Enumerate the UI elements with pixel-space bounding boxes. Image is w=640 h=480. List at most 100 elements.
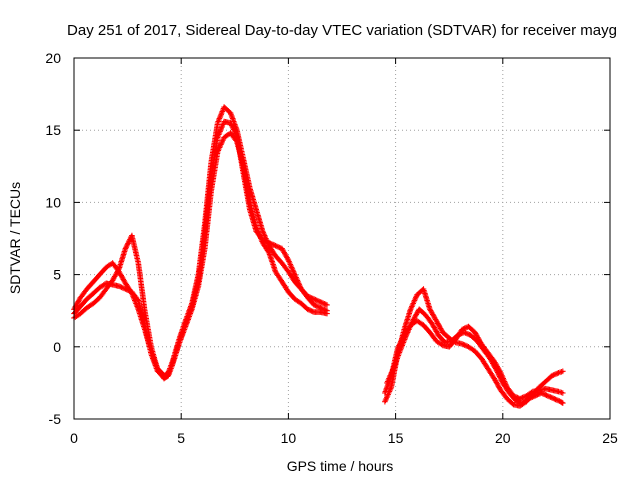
data-point: [223, 136, 225, 139]
data-point: [144, 324, 146, 326]
data-point: [229, 122, 232, 124]
data-point: [118, 268, 120, 270]
data-point: [499, 389, 502, 391]
data-point: [525, 395, 528, 397]
x-tick-label: 25: [602, 430, 618, 446]
data-point: [474, 331, 476, 334]
data-point: [461, 343, 463, 345]
data-point: [384, 392, 386, 394]
y-tick-label: -5: [49, 411, 62, 427]
data-point: [131, 234, 133, 237]
data-point: [223, 106, 225, 108]
data-point: [469, 334, 472, 337]
data-point: [111, 262, 114, 264]
data-point: [544, 387, 547, 390]
y-tick-label: 10: [45, 194, 61, 210]
data-point: [171, 361, 174, 364]
data-point: [480, 357, 483, 360]
data-point: [521, 402, 523, 404]
data-point: [562, 370, 564, 373]
data-point: [544, 380, 547, 383]
data-point: [319, 301, 322, 303]
data-point: [319, 311, 322, 313]
data-point: [467, 325, 470, 328]
data-point: [437, 334, 440, 337]
data-point: [255, 230, 257, 233]
data-point: [412, 320, 414, 322]
data-point: [442, 331, 444, 334]
data-point: [538, 389, 540, 391]
data-point: [409, 308, 412, 311]
data-point: [79, 296, 82, 299]
data-point: [422, 288, 425, 290]
data-point: [313, 298, 315, 300]
data-point: [444, 341, 446, 344]
data-point: [416, 294, 418, 296]
series-track-c: [71, 118, 330, 380]
data-point: [191, 305, 193, 308]
data-point: [300, 288, 303, 290]
data-point: [540, 392, 543, 394]
data-point: [163, 376, 165, 378]
data-point: [261, 230, 264, 233]
data-point: [431, 322, 433, 325]
data-point: [399, 350, 401, 352]
data-point: [281, 281, 283, 283]
data-point: [553, 398, 556, 400]
data-point: [487, 367, 489, 370]
data-point: [392, 367, 395, 370]
x-tick-label: 15: [388, 430, 404, 446]
y-tick-label: 0: [53, 339, 61, 355]
data-point: [442, 344, 444, 347]
data-point: [326, 304, 328, 306]
data-point: [167, 373, 170, 376]
data-point: [236, 135, 238, 137]
data-point: [98, 296, 101, 299]
data-point: [124, 288, 127, 290]
data-point: [534, 395, 536, 397]
data-point: [79, 305, 82, 308]
data-point: [249, 208, 251, 211]
data-point: [261, 239, 264, 241]
data-point: [281, 262, 283, 264]
data-point: [461, 328, 463, 331]
data-point: [463, 331, 466, 334]
data-point: [562, 402, 564, 404]
series-track-f: [384, 306, 566, 406]
data-point: [197, 279, 200, 282]
data-point: [551, 374, 553, 377]
data-point: [98, 286, 101, 289]
data-point: [111, 279, 114, 282]
data-point: [287, 270, 290, 273]
data-point: [396, 347, 399, 350]
data-point: [137, 299, 140, 302]
data-point: [519, 405, 521, 407]
data-point: [493, 377, 496, 380]
data-point: [467, 346, 470, 348]
data-point: [137, 262, 140, 264]
data-point: [105, 288, 107, 290]
x-tick-label: 10: [281, 430, 297, 446]
data-point: [557, 390, 560, 393]
x-tick-label: 5: [177, 430, 185, 446]
data-point: [287, 259, 290, 262]
grid-lines: [74, 58, 610, 419]
data-point: [229, 132, 232, 134]
data-point: [527, 398, 530, 400]
data-point: [86, 298, 88, 300]
data-point: [476, 340, 478, 342]
data-point: [384, 400, 386, 403]
x-tick-label: 20: [495, 430, 511, 446]
data-point: [210, 175, 212, 178]
data-point: [144, 309, 146, 312]
data-point: [111, 283, 114, 286]
data-point: [223, 120, 225, 123]
data-point: [313, 311, 315, 313]
data-point: [124, 282, 127, 285]
y-tick-label: 5: [53, 267, 61, 283]
data-point: [274, 244, 277, 247]
data-point: [92, 302, 95, 305]
data-point: [416, 320, 418, 322]
data-point: [105, 282, 107, 285]
